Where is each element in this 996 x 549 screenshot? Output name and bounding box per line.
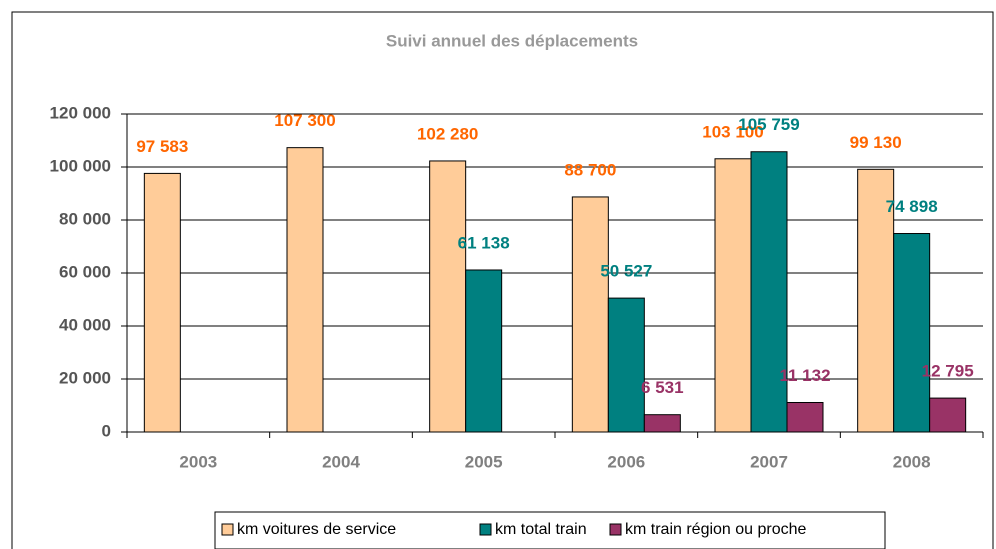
bar — [571, 196, 609, 433]
bar — [643, 414, 681, 433]
data-label: 99 130 — [850, 133, 902, 152]
y-tick-label: 20 000 — [59, 368, 111, 387]
x-tick-label: 2004 — [322, 452, 360, 471]
y-tick-label: 40 000 — [59, 315, 111, 334]
bar — [929, 397, 967, 433]
data-label: 88 700 — [564, 160, 616, 179]
y-tick-label: 120 000 — [50, 103, 111, 122]
x-tick-label: 2003 — [179, 452, 217, 471]
data-label: 107 300 — [274, 111, 335, 130]
bar — [465, 269, 503, 433]
x-tick-label: 2007 — [750, 452, 788, 471]
bar — [143, 172, 181, 433]
y-tick-label: 100 000 — [50, 156, 111, 175]
legend-swatch — [609, 523, 622, 536]
data-label: 103 100 — [702, 122, 763, 141]
data-label: 102 280 — [417, 124, 478, 143]
legend-swatch — [221, 523, 234, 536]
bar — [429, 160, 467, 433]
data-label: 97 583 — [136, 137, 188, 156]
data-label: 105 759 — [738, 115, 799, 134]
legend-box — [214, 511, 886, 549]
data-label: 6 531 — [641, 378, 684, 397]
data-label: 12 795 — [922, 362, 974, 381]
chart-title: Suivi annuel des déplacements — [386, 31, 638, 50]
bar — [750, 151, 788, 433]
legend-swatch — [479, 523, 492, 536]
bar — [857, 168, 895, 433]
bar — [607, 297, 645, 433]
legend-label: km train région ou proche — [625, 521, 807, 538]
bar — [714, 158, 752, 433]
bar — [786, 402, 824, 433]
x-tick-label: 2006 — [607, 452, 645, 471]
x-tick-label: 2005 — [465, 452, 503, 471]
legend-label: km voitures de service — [237, 521, 396, 538]
bar — [286, 147, 324, 433]
data-label: 61 138 — [458, 233, 510, 252]
y-tick-label: 80 000 — [59, 209, 111, 228]
bar — [893, 233, 931, 433]
data-label: 11 132 — [779, 366, 830, 385]
data-label: 50 527 — [600, 262, 652, 281]
data-label: 74 898 — [886, 197, 938, 216]
legend-label: km total train — [495, 521, 587, 538]
y-tick-label: 0 — [102, 421, 111, 440]
x-tick-label: 2008 — [893, 452, 931, 471]
y-tick-label: 60 000 — [59, 262, 111, 281]
